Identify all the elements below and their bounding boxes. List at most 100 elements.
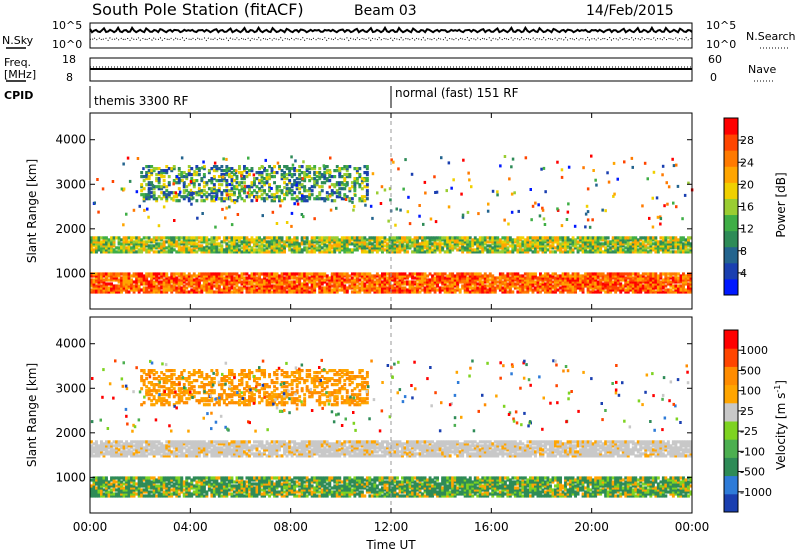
range-gate-cell	[656, 242, 660, 246]
range-gate-cell	[481, 240, 485, 244]
range-gate-cell	[687, 288, 690, 292]
range-gate-cell	[160, 444, 164, 448]
range-gate-cell	[413, 246, 417, 250]
range-gate-cell	[508, 278, 512, 282]
range-gate-cell	[145, 274, 149, 278]
range-gate-cell	[511, 246, 515, 250]
range-gate-cell	[566, 290, 570, 294]
range-gate-cell	[150, 452, 154, 456]
range-gate-cell	[288, 240, 292, 244]
range-gate-cell	[293, 284, 297, 288]
range-gate-cell	[421, 248, 425, 252]
range-gate-cell	[210, 290, 214, 294]
range-gate-cell	[212, 246, 216, 250]
range-gate-cell	[609, 278, 613, 282]
range-gate-cell	[463, 274, 467, 278]
range-gate-cell	[396, 238, 399, 242]
range-gate-cell	[666, 290, 670, 294]
range-gate-cell	[426, 242, 430, 246]
range-gate-cell	[170, 236, 174, 240]
range-gate-cell	[310, 177, 314, 181]
range-gate-cell	[511, 248, 515, 252]
range-gate-cell	[187, 165, 191, 169]
range-gate-cell	[301, 194, 304, 198]
range-gate-cell	[300, 248, 304, 252]
range-gate-cell	[551, 286, 555, 290]
range-gate-cell	[348, 197, 352, 201]
range-gate-cell	[544, 288, 547, 292]
range-gate-cell	[202, 272, 206, 276]
range-gate-cell	[438, 272, 442, 276]
range-gate-cell	[318, 278, 322, 282]
range-gate-cell	[165, 236, 169, 240]
range-gate-cell	[200, 286, 204, 290]
range-gate-cell	[634, 240, 638, 244]
range-gate-cell	[507, 222, 510, 226]
range-gate-cell	[187, 199, 191, 203]
range-gate-cell	[162, 191, 166, 195]
range-gate-cell	[343, 177, 347, 181]
range-gate-cell	[689, 236, 693, 240]
range-gate-cell	[125, 274, 129, 278]
range-gate-cell	[263, 274, 267, 278]
range-gate-cell	[300, 171, 304, 175]
sky-panel-frame	[89, 22, 693, 49]
range-gate-cell	[248, 276, 251, 280]
range-gate-cell	[438, 290, 442, 294]
range-gate-cell	[155, 238, 159, 242]
range-gate-cell	[105, 236, 108, 240]
range-gate-cell	[265, 248, 269, 252]
range-gate-cell	[165, 246, 169, 250]
range-gate-cell	[170, 250, 174, 254]
range-gate-cell	[273, 193, 277, 197]
range-gate-cell	[639, 288, 643, 292]
range-gate-cell	[222, 197, 226, 201]
range-gate-cell	[210, 167, 214, 171]
range-gate-cell	[333, 183, 337, 187]
range-gate-cell	[228, 195, 231, 199]
range-gate-cell	[649, 280, 653, 284]
range-gate-cell	[167, 448, 171, 452]
range-gate-cell	[162, 290, 166, 294]
range-gate-cell	[200, 274, 204, 278]
range-gate-cell	[360, 195, 364, 199]
range-gate-cell	[197, 169, 201, 173]
range-gate-cell	[664, 290, 668, 294]
range-gate-cell	[393, 288, 397, 292]
range-gate-cell	[220, 199, 224, 203]
range-gate-cell	[381, 246, 384, 250]
range-gate-cell	[230, 248, 234, 252]
range-gate-cell	[90, 236, 93, 240]
range-gate-cell	[135, 278, 139, 282]
range-gate-cell	[689, 272, 693, 276]
range-gate-cell	[687, 250, 690, 254]
range-gate-cell	[426, 236, 430, 240]
range-gate-cell	[664, 238, 668, 242]
range-gate-cell	[581, 286, 585, 290]
range-gate-cell	[436, 282, 440, 286]
range-gate-cell	[180, 440, 184, 444]
range-gate-cell	[318, 272, 322, 276]
range-gate-cell	[345, 280, 349, 284]
range-gate-cell	[656, 244, 660, 248]
range-gate-cell	[140, 189, 144, 193]
range-gate-cell	[137, 250, 141, 254]
range-gate-cell	[248, 189, 251, 193]
range-gate-cell	[177, 238, 181, 242]
range-gate-cell	[441, 248, 445, 252]
range-gate-cell	[380, 185, 384, 189]
range-gate-cell	[160, 187, 164, 191]
range-gate-cell	[408, 282, 412, 286]
range-gate-cell	[677, 240, 680, 244]
range-gate-cell	[579, 278, 583, 282]
range-gate-cell	[589, 246, 593, 250]
range-gate-cell	[448, 272, 452, 276]
range-gate-cell	[127, 246, 131, 250]
range-gate-cell	[263, 189, 267, 193]
range-gate-cell	[122, 236, 126, 240]
range-gate-cell	[329, 171, 332, 174]
range-gate-cell	[378, 288, 382, 292]
range-gate-cell	[310, 272, 314, 276]
range-gate-cell	[255, 242, 259, 246]
range-gate-cell	[360, 280, 364, 284]
